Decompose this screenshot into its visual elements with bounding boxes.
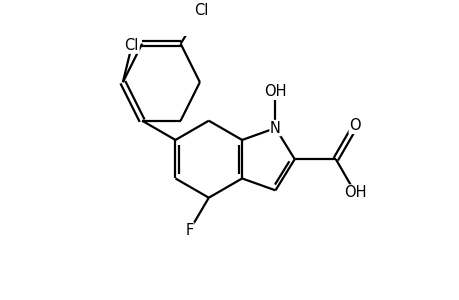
Text: Cl: Cl bbox=[194, 4, 208, 19]
Text: O: O bbox=[348, 118, 360, 134]
Text: F: F bbox=[185, 223, 193, 238]
Text: N: N bbox=[269, 121, 280, 136]
Text: Cl: Cl bbox=[124, 38, 139, 53]
Text: OH: OH bbox=[343, 185, 365, 200]
Text: OH: OH bbox=[263, 84, 286, 99]
